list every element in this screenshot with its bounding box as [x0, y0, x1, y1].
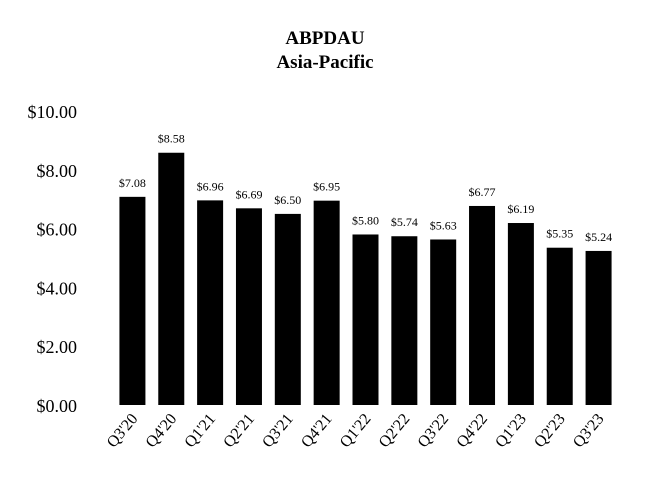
bar-value-label: $6.19	[507, 202, 534, 216]
bar-value-label: $5.63	[430, 218, 457, 232]
bar-value-label: $6.77	[469, 185, 496, 199]
bar	[430, 239, 457, 405]
value-labels: $7.08 $8.58 $6.96 $6.69 $6.50 $6.95 $5.80 $5.74…	[119, 132, 612, 244]
x-tick-label: Q3'23	[570, 411, 608, 451]
chart-title: ABPDAU	[285, 28, 364, 49]
y-axis: $0.00 $2.00 $4.00 $6.00 $8.00 $10.00	[28, 102, 78, 416]
x-tick-label: Q3'22	[415, 411, 453, 451]
bar-value-label: $6.69	[235, 187, 262, 201]
bar-value-label: $5.80	[352, 213, 379, 227]
bar-value-label: $5.74	[391, 215, 418, 229]
bar	[119, 196, 146, 405]
chart-subtitle: Asia-Pacific	[276, 52, 373, 73]
x-tick-label: Q2'21	[220, 411, 258, 451]
bar-value-label: $6.95	[313, 180, 340, 194]
bar	[391, 236, 418, 405]
x-tick-label: Q1'23	[492, 411, 530, 451]
bar	[235, 208, 262, 405]
bar-value-label: $5.24	[585, 230, 612, 244]
x-tick-label: Q2'22	[376, 411, 414, 451]
bar-value-label: $6.96	[197, 179, 224, 193]
bar-value-label: $8.58	[158, 132, 185, 146]
bar	[352, 234, 379, 405]
y-tick-label: $6.00	[37, 220, 78, 240]
x-tick-label: Q3'21	[259, 411, 297, 451]
y-tick-label: $0.00	[37, 396, 78, 416]
x-tick-label: Q4'20	[143, 411, 181, 451]
bar	[585, 250, 612, 405]
bar	[158, 152, 185, 405]
bar-value-label: $6.50	[274, 193, 301, 207]
x-tick-label: Q2'23	[531, 411, 569, 451]
y-tick-label: $2.00	[37, 337, 78, 357]
y-tick-label: $4.00	[37, 278, 78, 298]
y-tick-label: $8.00	[37, 161, 78, 181]
x-tick-label: Q4'22	[453, 411, 491, 451]
x-tick-label: Q1'21	[181, 411, 219, 451]
bar	[469, 205, 496, 405]
bar	[313, 200, 340, 405]
x-tick-label: Q1'22	[337, 411, 375, 451]
y-tick-label: $10.00	[28, 102, 78, 122]
bar	[197, 200, 224, 405]
x-tick-label: Q3'20	[104, 411, 142, 451]
bar-value-label: $7.08	[119, 176, 146, 190]
bars	[119, 152, 612, 405]
bar	[507, 223, 534, 405]
bar-value-label: $5.35	[546, 227, 573, 241]
x-tick-label: Q4'21	[298, 411, 336, 451]
bar	[546, 247, 573, 405]
bar	[274, 213, 301, 405]
x-axis: Q3'20 Q4'20 Q1'21 Q2'21 Q3'21 Q4'21 Q1'22 Q2'22…	[104, 411, 608, 451]
